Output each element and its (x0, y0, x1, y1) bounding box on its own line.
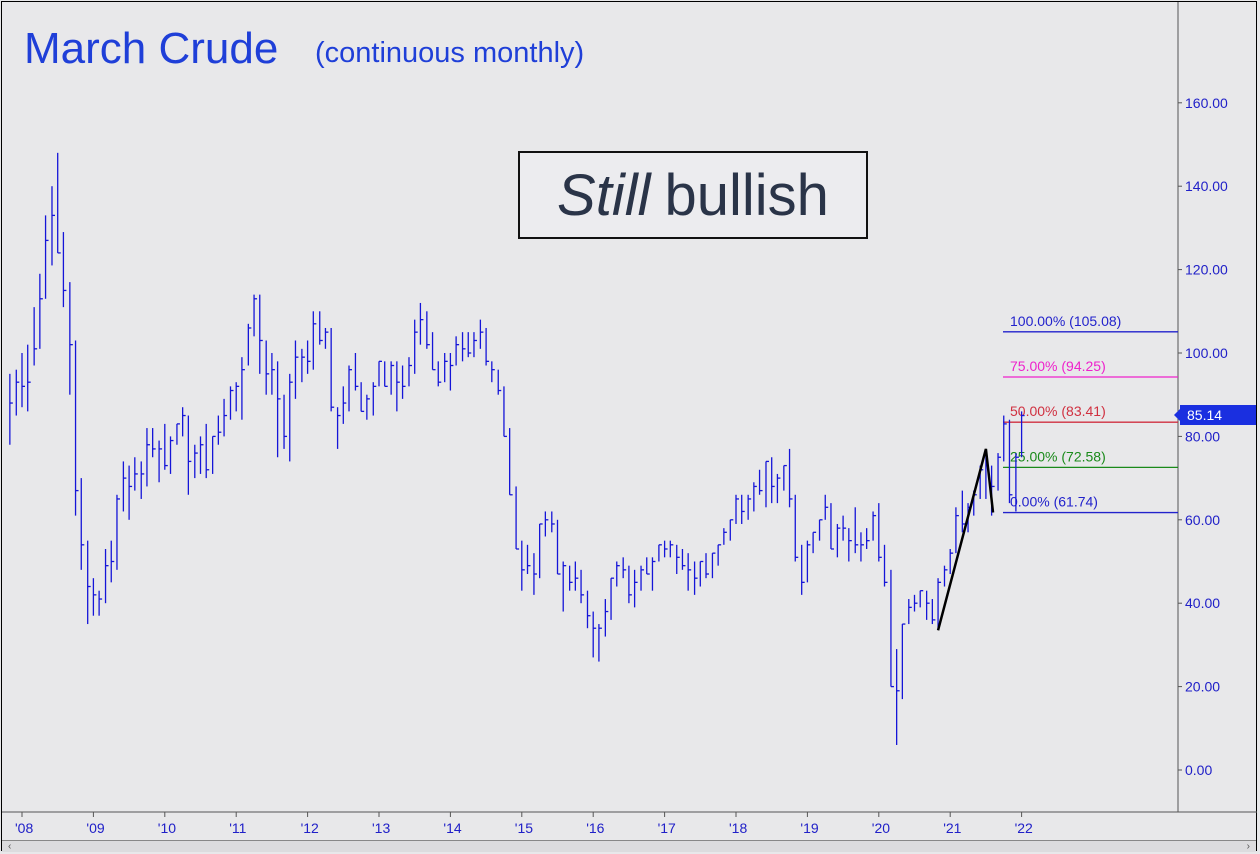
x-tick-label: '16 (586, 820, 604, 836)
x-tick-label: '13 (372, 820, 390, 836)
x-tick-label: '22 (1015, 820, 1033, 836)
fib-level-label: 75.00% (94.25) (1010, 358, 1106, 374)
annotation-italic: Still (557, 162, 651, 228)
x-tick-label: '15 (515, 820, 533, 836)
price-axis: 160.00 140.00 120.00 100.00 80.00 60.00 40.00 2… (1178, 95, 1228, 778)
x-tick-label: '20 (872, 820, 890, 836)
last-price-badge: 85.14 (1174, 405, 1256, 425)
fib-level-label: 0.00% (61.74) (1010, 494, 1098, 510)
x-tick-label: '18 (729, 820, 747, 836)
chart-subtitle: (continuous monthly) (315, 37, 584, 69)
annotation-box: Still bullish (518, 151, 868, 239)
chart-title: March Crude (24, 24, 278, 73)
abc-pattern-line (936, 448, 995, 631)
x-tick-label: '17 (658, 820, 676, 836)
y-tick-label: 80.00 (1185, 428, 1220, 444)
x-tick-label: '12 (301, 820, 319, 836)
time-axis: '08 '09 '10 '11 '12 '13 '14 '15 '16 '17 '18 '19 '20 '… (15, 812, 1033, 836)
y-tick-label: 60.00 (1185, 512, 1220, 528)
x-tick-label: '10 (158, 820, 176, 836)
fibonacci-levels: 100.00% (105.08) 75.00% (94.25) 50.00% (83… (1003, 313, 1178, 514)
scroll-left-icon[interactable]: ‹ (8, 841, 12, 852)
annotation-text: bullish (664, 162, 829, 228)
scroll-right-icon[interactable]: › (1246, 841, 1250, 852)
fib-level-label: 25.00% (72.58) (1010, 448, 1106, 464)
horizontal-scrollbar[interactable]: ‹ › (2, 840, 1256, 852)
x-tick-label: '14 (443, 820, 461, 836)
ohlc-bars (9, 152, 1025, 745)
x-tick-label: '21 (943, 820, 961, 836)
x-tick-label: '11 (229, 820, 246, 836)
x-tick-label: '19 (800, 820, 818, 836)
y-tick-label: 160.00 (1185, 95, 1228, 111)
fib-level-label: 50.00% (83.41) (1010, 403, 1106, 419)
abc-pattern (936, 448, 995, 631)
y-tick-label: 100.00 (1185, 345, 1228, 361)
x-tick-label: '09 (86, 820, 104, 836)
y-tick-label: 40.00 (1185, 595, 1220, 611)
y-tick-label: 140.00 (1185, 178, 1228, 194)
y-tick-label: 120.00 (1185, 262, 1228, 278)
fib-level-label: 100.00% (105.08) (1010, 313, 1121, 329)
y-tick-label: 20.00 (1185, 679, 1220, 695)
x-tick-label: '08 (15, 820, 33, 836)
y-tick-label: 0.00 (1185, 762, 1212, 778)
